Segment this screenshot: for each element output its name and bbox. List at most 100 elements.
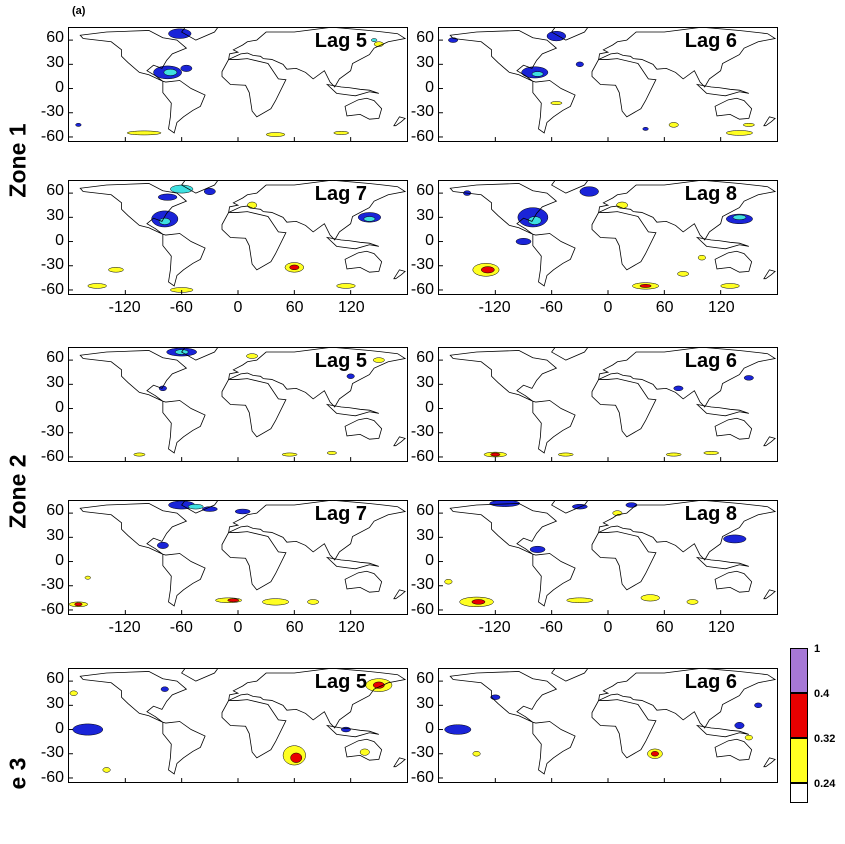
map-svg <box>439 669 777 782</box>
coastline <box>344 97 383 120</box>
y-tick-label: -60 <box>410 600 434 618</box>
lag-label: Lag 6 <box>684 671 737 693</box>
zone-2-label: Zone 2 <box>4 454 31 529</box>
coastline <box>325 556 379 570</box>
coastline <box>325 236 379 250</box>
contour-patch <box>102 767 111 773</box>
map-svg <box>439 348 777 461</box>
coastline <box>449 671 558 723</box>
coastline <box>393 269 406 280</box>
contour-patch <box>668 122 679 128</box>
y-tick-label: 60 <box>416 670 434 688</box>
coastline <box>695 83 749 97</box>
coastline <box>551 28 588 41</box>
colorbar-swatch <box>790 738 808 783</box>
coastline <box>221 211 287 271</box>
y-tick-label: -60 <box>410 127 434 145</box>
coastline <box>228 181 407 241</box>
contour-patch <box>158 385 167 392</box>
y-tick-label: 60 <box>416 502 434 520</box>
coastline <box>532 80 576 134</box>
y-tick-label: 60 <box>46 29 64 47</box>
lag-label: Lag 7 <box>314 183 367 205</box>
coastline <box>598 348 777 408</box>
coastline <box>449 30 558 82</box>
contour-patch <box>472 751 481 757</box>
y-tick-label: -30 <box>40 423 64 441</box>
coastline <box>598 669 777 729</box>
map-svg <box>69 28 407 141</box>
y-tick-label: -60 <box>40 768 64 786</box>
coastline <box>598 28 777 88</box>
coastline <box>181 348 218 361</box>
contour-patch <box>74 602 83 607</box>
lag-label: Lag 5 <box>314 350 367 372</box>
contour-patch <box>732 214 747 220</box>
x-tick-label: 0 <box>603 619 613 636</box>
y-tick-label: 0 <box>55 719 64 737</box>
coastline <box>221 378 287 438</box>
x-tick-label: 120 <box>707 299 735 316</box>
coastline <box>591 699 657 759</box>
lag-label: Lag 5 <box>314 30 367 52</box>
map-panel: Lag 8 <box>438 180 778 295</box>
coastline <box>532 721 576 775</box>
y-tick-label: 30 <box>46 53 64 71</box>
map-panel: Lag 8 <box>438 500 778 615</box>
y-tick-label: 60 <box>46 670 64 688</box>
contour-patch <box>72 723 104 736</box>
colorbar-label: 0.24 <box>814 778 836 790</box>
contour-patch <box>372 357 385 363</box>
map-panel: Lag 7 <box>68 180 408 295</box>
contour-patch <box>346 373 355 379</box>
contour-patch <box>515 238 532 246</box>
coastline <box>393 757 406 768</box>
contour-patch <box>160 686 169 692</box>
y-tick-label: -30 <box>410 256 434 274</box>
contour-patch <box>168 28 192 39</box>
x-tick-label: 120 <box>707 619 735 636</box>
y-tick-label: 0 <box>425 551 434 569</box>
coastline <box>695 556 749 570</box>
map-panel: Lag 5 <box>68 27 408 142</box>
coastline <box>181 28 218 41</box>
coastline <box>181 669 218 682</box>
lag-label: Lag 5 <box>314 671 367 693</box>
contour-patch <box>444 579 453 585</box>
contour-patch <box>307 599 319 605</box>
y-tick-label: 30 <box>46 373 64 391</box>
y-tick-label: 0 <box>55 551 64 569</box>
colorbar-label: 0.4 <box>814 688 830 700</box>
contour-patch <box>743 375 754 381</box>
contour-patch <box>87 283 107 289</box>
coastline <box>449 503 558 555</box>
lag-label: Lag 8 <box>684 503 737 525</box>
contour-patch <box>84 575 91 580</box>
coastline <box>695 724 749 738</box>
x-tick-label: -120 <box>478 299 511 316</box>
x-tick-label: -120 <box>478 619 511 636</box>
y-tick-label: 30 <box>416 53 434 71</box>
contour-patch <box>157 193 178 201</box>
contour-patch <box>665 452 682 457</box>
contour-patch <box>247 201 258 209</box>
x-tick-label: -60 <box>539 299 563 316</box>
colorbar-swatch <box>790 648 808 693</box>
y-tick-label: -60 <box>40 600 64 618</box>
contour-patch <box>575 61 584 67</box>
coastline <box>532 553 576 607</box>
map-svg <box>439 28 777 141</box>
contour-patch <box>363 216 376 222</box>
coastline <box>228 501 407 561</box>
coastline <box>598 181 777 241</box>
contour-patch <box>471 599 486 605</box>
contour-patch <box>126 130 162 136</box>
y-tick-label: -30 <box>410 423 434 441</box>
colorbar-label: 1 <box>814 643 821 655</box>
contour-patch <box>557 452 574 457</box>
coastline <box>228 28 407 88</box>
x-tick-label: 60 <box>655 299 674 316</box>
contour-patch <box>333 131 350 135</box>
x-tick-label: 60 <box>285 619 304 636</box>
y-tick-label: 0 <box>425 398 434 416</box>
